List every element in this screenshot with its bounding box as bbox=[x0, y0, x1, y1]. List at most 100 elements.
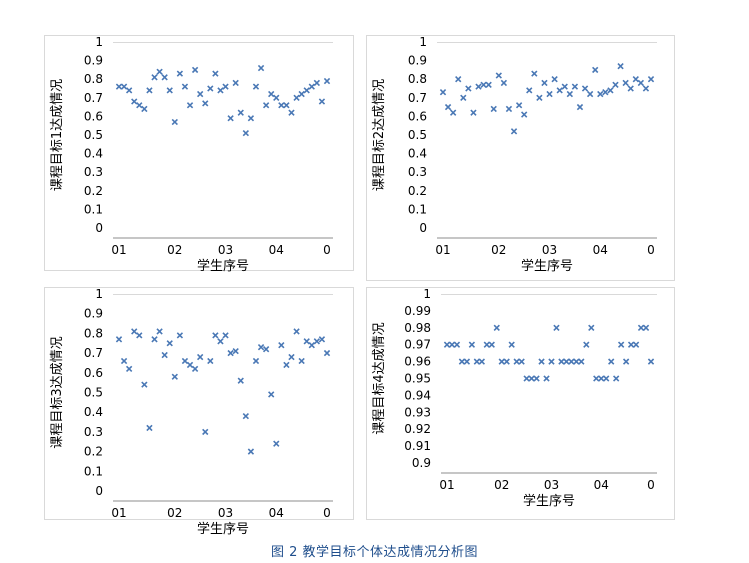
data-point-stroke bbox=[622, 79, 629, 87]
data-point bbox=[515, 102, 523, 109]
data-point-stroke bbox=[227, 349, 234, 357]
data-point-stroke bbox=[573, 358, 580, 365]
data-point-stroke bbox=[602, 89, 609, 96]
data-point bbox=[202, 100, 209, 107]
data-point bbox=[181, 357, 189, 365]
data-point-stroke bbox=[181, 83, 189, 90]
data-point-stroke bbox=[632, 341, 640, 348]
data-point bbox=[513, 358, 520, 365]
data-point-stroke bbox=[583, 341, 590, 348]
data-point bbox=[323, 349, 331, 357]
data-point bbox=[257, 344, 265, 351]
data-point bbox=[227, 349, 234, 357]
data-point bbox=[156, 68, 163, 75]
data-point-stroke bbox=[171, 118, 178, 126]
data-point-stroke bbox=[166, 87, 173, 94]
data-point bbox=[637, 324, 645, 331]
y-tick-label: 0.98 bbox=[404, 321, 431, 335]
data-point-stroke bbox=[592, 66, 599, 74]
x-tick-label: 0 bbox=[323, 506, 331, 520]
data-point bbox=[303, 87, 310, 94]
data-point bbox=[642, 324, 650, 331]
data-point bbox=[212, 332, 219, 339]
data-point bbox=[298, 90, 305, 98]
data-point bbox=[444, 103, 452, 111]
data-point-stroke bbox=[212, 332, 219, 339]
data-point-stroke bbox=[533, 375, 540, 382]
data-point-stroke bbox=[647, 358, 655, 365]
data-point-stroke bbox=[548, 358, 555, 365]
data-point-stroke bbox=[627, 85, 634, 92]
data-point-stroke bbox=[293, 328, 300, 335]
data-point bbox=[232, 347, 239, 355]
data-point-stroke bbox=[538, 358, 545, 365]
data-point-stroke bbox=[523, 375, 530, 382]
data-point bbox=[171, 118, 178, 126]
data-point bbox=[510, 128, 518, 135]
y-tick-label: 1 bbox=[419, 35, 427, 49]
data-point bbox=[202, 428, 209, 436]
data-point bbox=[308, 342, 315, 349]
x-tick-label: 0 bbox=[647, 243, 655, 257]
data-point bbox=[288, 353, 295, 361]
data-point bbox=[475, 83, 482, 90]
data-point-stroke bbox=[553, 324, 560, 331]
data-point bbox=[488, 341, 495, 348]
data-point bbox=[588, 324, 595, 331]
data-point bbox=[593, 375, 600, 382]
data-point bbox=[318, 98, 326, 105]
data-point-stroke bbox=[262, 102, 270, 109]
x-axis-title: 学生序号 bbox=[197, 258, 249, 274]
x-axis-title: 学生序号 bbox=[523, 493, 575, 509]
data-point-stroke bbox=[637, 324, 645, 331]
data-point bbox=[323, 77, 331, 85]
data-point bbox=[308, 83, 315, 90]
data-point-stroke bbox=[197, 90, 204, 98]
x-tick-label: 03 bbox=[542, 243, 557, 257]
data-point-stroke bbox=[125, 365, 133, 373]
data-point bbox=[551, 76, 558, 83]
y-tick-label: 0 bbox=[95, 221, 103, 235]
data-point-stroke bbox=[120, 357, 128, 365]
data-point bbox=[571, 83, 579, 90]
data-point bbox=[485, 81, 492, 88]
data-point bbox=[449, 109, 457, 116]
data-point-stroke bbox=[546, 90, 553, 98]
data-point-stroke bbox=[617, 341, 625, 348]
data-point-stroke bbox=[151, 74, 158, 81]
data-point-stroke bbox=[283, 102, 290, 109]
chart-panel-goal-1: 0 0.1 0.2 0.3 0.4 0.5 0.6 0.7 0.8 0.9 1 01 02 03 04 0 学生… bbox=[44, 35, 354, 274]
data-point bbox=[521, 111, 528, 118]
y-axis-title: 课程目标4达成情况 bbox=[372, 322, 387, 434]
data-point bbox=[533, 375, 540, 382]
chart-1-svg: 0 0.1 0.2 0.3 0.4 0.5 0.6 0.7 0.8 0.9 1 01 02 03 04 0 学生… bbox=[50, 35, 333, 274]
data-point bbox=[483, 341, 490, 348]
y-tick-label: 0.93 bbox=[404, 405, 431, 419]
data-point-stroke bbox=[293, 94, 300, 101]
data-point-stroke bbox=[458, 358, 466, 365]
data-point-stroke bbox=[166, 340, 173, 347]
data-point bbox=[288, 109, 295, 116]
data-point bbox=[505, 105, 513, 113]
data-point bbox=[166, 340, 173, 347]
data-point bbox=[156, 328, 163, 335]
data-point bbox=[176, 332, 184, 339]
data-point-stroke bbox=[298, 357, 305, 365]
y-tick-label: 0.4 bbox=[84, 405, 103, 419]
data-point-stroke bbox=[242, 412, 249, 420]
data-point bbox=[463, 358, 471, 365]
data-point bbox=[191, 66, 199, 74]
x-axis-title: 学生序号 bbox=[521, 258, 573, 274]
y-tick-label: 0 bbox=[419, 221, 427, 235]
data-point bbox=[538, 358, 545, 365]
x-tick-label: 04 bbox=[593, 243, 608, 257]
data-point-stroke bbox=[642, 85, 650, 92]
data-point bbox=[136, 332, 143, 339]
data-point-stroke bbox=[483, 341, 490, 348]
data-point bbox=[115, 336, 123, 343]
data-point-stroke bbox=[242, 129, 249, 137]
data-point-stroke bbox=[556, 87, 563, 94]
data-point bbox=[262, 345, 270, 353]
data-point bbox=[480, 81, 487, 88]
data-point bbox=[212, 70, 219, 77]
